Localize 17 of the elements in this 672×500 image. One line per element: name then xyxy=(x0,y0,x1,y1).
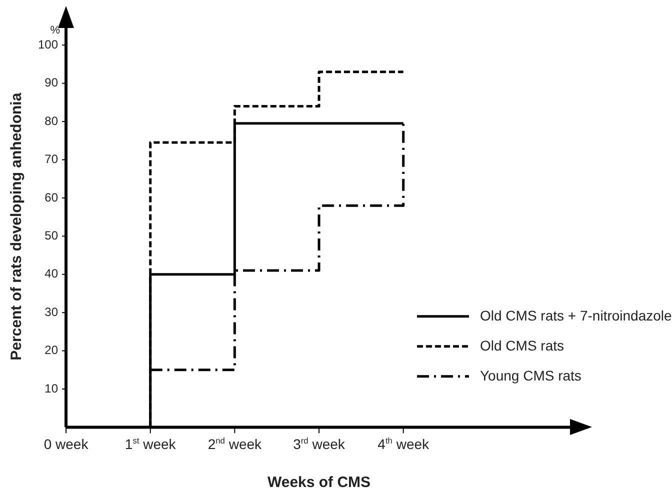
legend-label: Old CMS rats xyxy=(480,337,564,354)
y-tick-label: 20 xyxy=(44,343,58,358)
y-tick-label: 70 xyxy=(44,152,58,166)
y-tick-label: 30 xyxy=(44,304,58,319)
text: % xyxy=(50,24,60,37)
y-tick-label: 90 xyxy=(44,76,58,90)
legend-label: Young CMS rats xyxy=(480,367,582,384)
x-tick-label: 0 week xyxy=(44,436,90,452)
legend-label: Old CMS rats + 7-nitroindazole xyxy=(480,307,672,324)
y-axis-title: Percent of rats developing anhedonia xyxy=(8,92,26,360)
y-tick-label: 60 xyxy=(44,190,58,204)
y-tick-label: 50 xyxy=(44,228,58,242)
y-tick-label: 40 xyxy=(44,266,58,281)
y-tick-label: 100 xyxy=(38,37,58,52)
y-tick-label: 10 xyxy=(44,381,58,396)
x-axis-title: Weeks of CMS xyxy=(267,474,371,492)
y-tick-label: 80 xyxy=(44,114,58,128)
